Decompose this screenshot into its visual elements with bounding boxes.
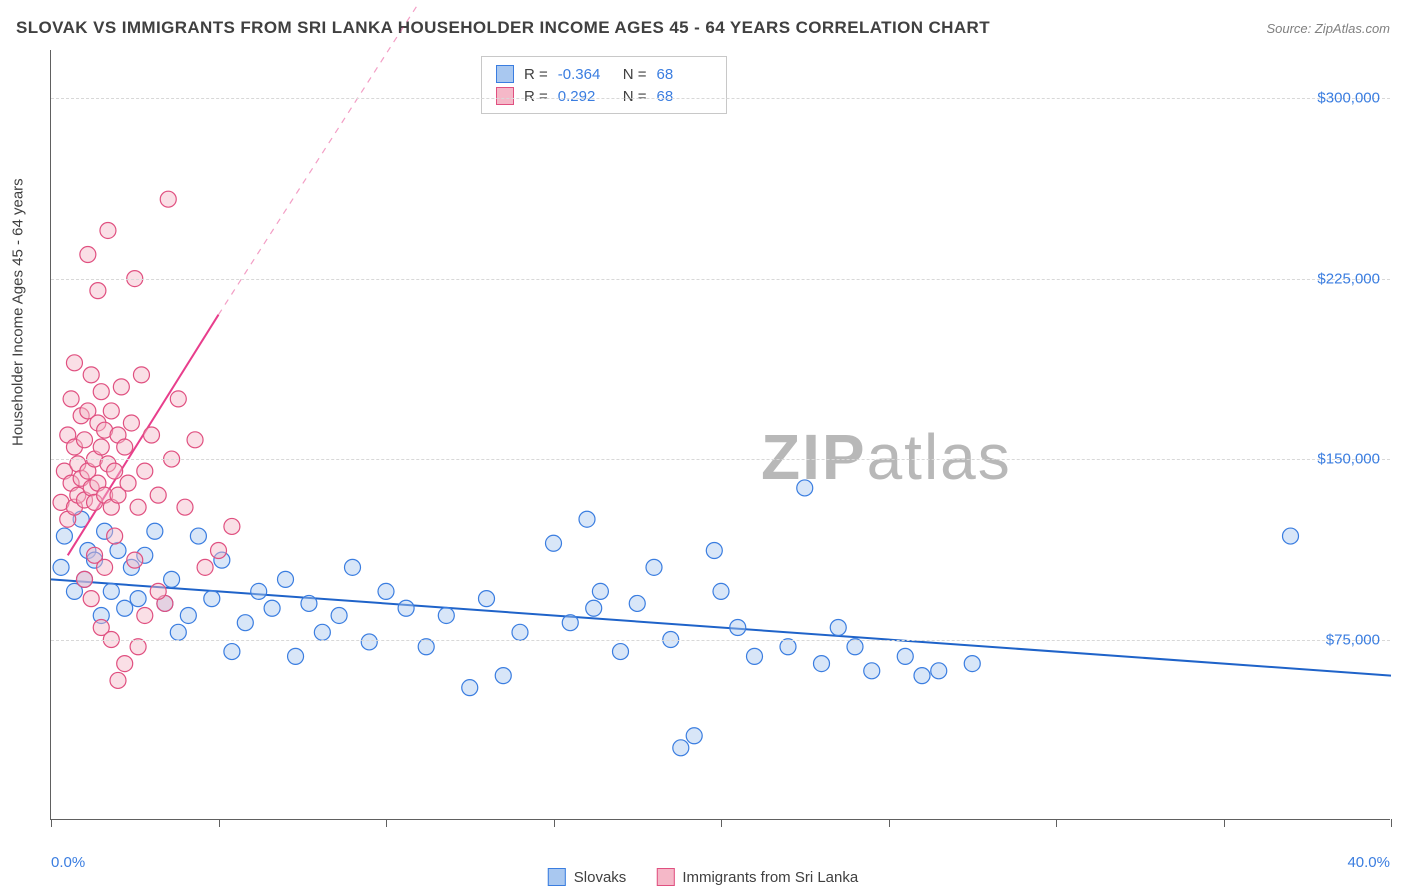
swatch-srilanka	[496, 87, 514, 105]
r-value-srilanka: 0.292	[558, 88, 613, 105]
title-bar: SLOVAK VS IMMIGRANTS FROM SRI LANKA HOUS…	[16, 18, 1390, 38]
y-tick-label: $75,000	[1326, 631, 1380, 648]
x-tick	[554, 819, 555, 827]
n-label: N =	[623, 66, 647, 83]
n-value-srilanka: 68	[657, 88, 712, 105]
y-tick-label: $225,000	[1317, 270, 1380, 287]
legend-item-slovaks: Slovaks	[548, 868, 627, 886]
x-tick	[51, 819, 52, 827]
x-tick	[219, 819, 220, 827]
correlation-stats-box: R = -0.364 N = 68 R = 0.292 N = 68	[481, 56, 727, 114]
source-label: Source: ZipAtlas.com	[1266, 21, 1390, 36]
plot-area: ZIPatlas R = -0.364 N = 68 R = 0.292 N =…	[50, 50, 1390, 820]
legend-item-srilanka: Immigrants from Sri Lanka	[656, 868, 858, 886]
y-tick-label: $150,000	[1317, 451, 1380, 468]
x-tick	[889, 819, 890, 827]
x-tick	[386, 819, 387, 827]
x-tick	[1224, 819, 1225, 827]
y-tick-label: $300,000	[1317, 90, 1380, 107]
stats-row-srilanka: R = 0.292 N = 68	[496, 85, 712, 107]
chart-title: SLOVAK VS IMMIGRANTS FROM SRI LANKA HOUS…	[16, 18, 990, 38]
legend-swatch-srilanka	[656, 868, 674, 886]
gridline	[51, 279, 1390, 280]
x-tick	[1056, 819, 1057, 827]
x-min-label: 0.0%	[51, 854, 85, 871]
x-max-label: 40.0%	[1347, 854, 1390, 871]
legend-label-srilanka: Immigrants from Sri Lanka	[682, 869, 858, 886]
bottom-legend: Slovaks Immigrants from Sri Lanka	[548, 868, 858, 886]
x-tick	[721, 819, 722, 827]
legend-label-slovaks: Slovaks	[574, 869, 627, 886]
r-label: R =	[524, 88, 548, 105]
r-label: R =	[524, 66, 548, 83]
x-tick	[1391, 819, 1392, 827]
gridline	[51, 640, 1390, 641]
swatch-slovaks	[496, 65, 514, 83]
legend-swatch-slovaks	[548, 868, 566, 886]
gridline	[51, 459, 1390, 460]
n-label: N =	[623, 88, 647, 105]
r-value-slovaks: -0.364	[558, 66, 613, 83]
n-value-slovaks: 68	[657, 66, 712, 83]
scatter-plot-svg	[51, 50, 1390, 819]
stats-row-slovaks: R = -0.364 N = 68	[496, 63, 712, 85]
y-axis-title: Householder Income Ages 45 - 64 years	[10, 178, 27, 446]
gridline	[51, 98, 1390, 99]
